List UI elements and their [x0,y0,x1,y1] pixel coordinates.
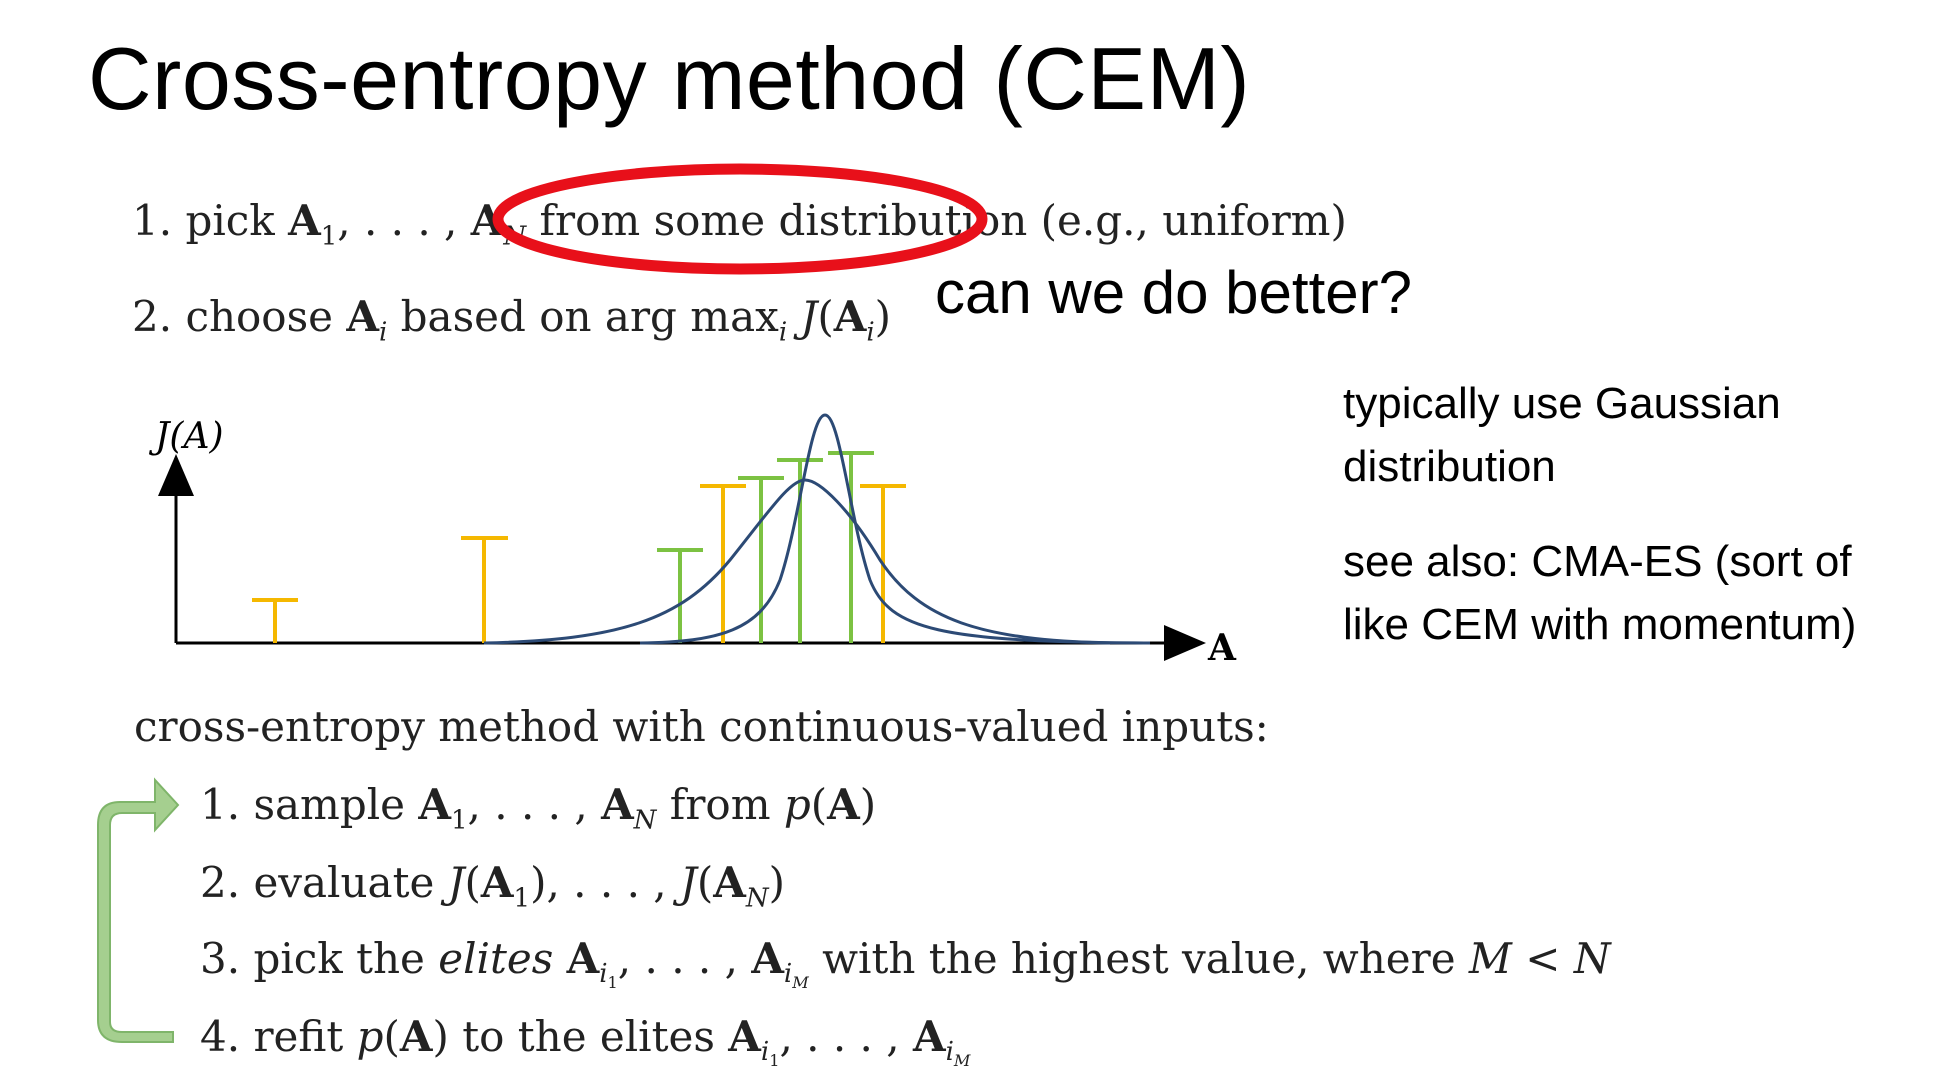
step-number: 1. [200,780,241,829]
top-step-1: 1. pick A1, . . . , AN from some distrib… [132,196,1347,252]
elite-marker [657,548,703,643]
step-text: choose [185,292,333,341]
bottom-step-1: 1. sample A1, . . . , AN from p(A) [200,780,877,836]
step-text: pick [185,196,275,245]
sample-marker [252,598,298,643]
loop-arrow-icon [97,777,180,1043]
bottom-step-2: 2. evaluate J(A1), . . . , J(AN) [200,858,785,914]
highlighted-phrase: from some distribution [539,196,1028,245]
step-number: 1. [132,196,173,245]
sample-marker [461,536,508,643]
bottom-step-4: 4. refit p(A) to the elites Ai1, . . . ,… [200,1012,971,1071]
annotation-can-we-do-better: can we do better? [935,259,1412,326]
step-text: evaluate [253,858,435,907]
step-text: from [669,780,771,829]
top-step-2: 2. choose Ai based on arg maxi J(Ai) [132,292,892,348]
step-tail: (e.g., uniform) [1040,196,1347,245]
sample-marker [700,484,746,643]
elite-markers [657,451,874,643]
bottom-step-3: 3. pick the elites Ai1, . . . , AiM with… [200,934,1611,993]
sample-markers [252,484,906,643]
elites-word: elites [438,934,554,983]
side-note-gaussian: typically use Gaussian distribution [1343,379,1781,491]
step-number: 2. [132,292,173,341]
step-number: 2. [200,858,241,907]
elite-marker [777,458,823,643]
narrow-gaussian-curve [639,413,1151,645]
elite-marker [738,476,784,643]
y-axis-label: J(A) [148,416,224,457]
step-text: pick the [253,934,425,983]
slide-title: Cross-entropy method (CEM) [88,29,1251,128]
highlight-ellipse [492,163,988,275]
argmax-text: arg max [604,292,779,341]
elite-marker [828,451,874,643]
step-text: to the elites [462,1012,715,1061]
x-axis-label: A [1207,627,1237,669]
step-text: refit [253,1012,344,1061]
wide-gaussian-curve [483,478,1111,645]
step-text: sample [253,780,406,829]
side-note-cmaes: see also: CMA-ES (sort of like CEM with … [1343,537,1857,649]
step-number: 3. [200,934,241,983]
step-text: with the highest value, where [822,934,1456,983]
step-text: based on [400,292,592,341]
step-number: 4. [200,1012,241,1061]
continuous-heading: cross-entropy method with continuous-val… [134,702,1269,751]
